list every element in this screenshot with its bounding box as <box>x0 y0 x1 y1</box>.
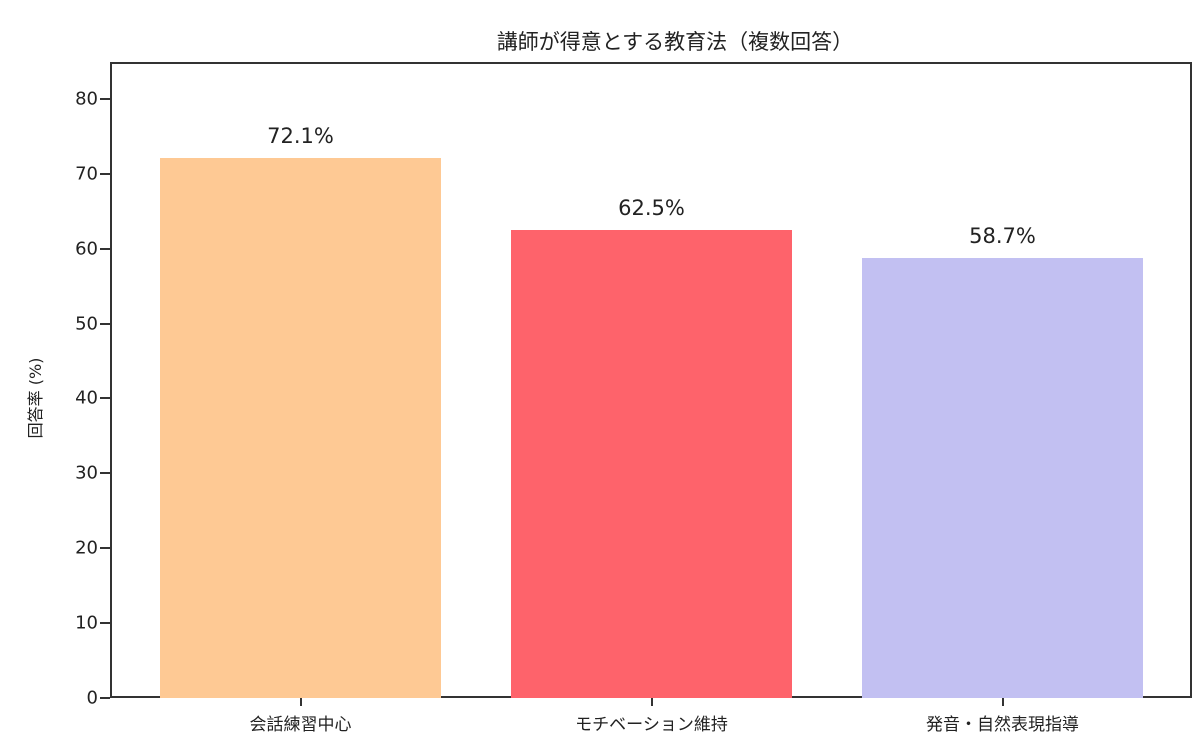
bar <box>862 258 1143 698</box>
bar-value-label: 62.5% <box>618 195 685 220</box>
x-tick <box>1001 698 1004 706</box>
bar <box>511 229 792 698</box>
y-tick <box>100 322 110 325</box>
x-tick <box>650 698 653 706</box>
x-tick-label: モチベーション維持 <box>575 715 728 735</box>
y-tick-label: 0 <box>86 687 98 709</box>
x-tick-label: 会話練習中心 <box>249 715 352 735</box>
y-tick <box>100 697 110 699</box>
y-tick <box>100 472 110 475</box>
y-tick <box>100 547 110 550</box>
y-tick <box>100 622 110 625</box>
bar-value-label: 58.7% <box>969 224 1036 249</box>
y-tick-label: 60 <box>75 238 98 260</box>
y-tick-label: 40 <box>75 387 98 409</box>
y-tick <box>100 247 110 250</box>
bar-value-label: 72.1% <box>267 123 334 148</box>
y-tick <box>100 172 110 175</box>
y-tick-label: 10 <box>75 612 98 634</box>
y-tick-label: 80 <box>75 88 98 110</box>
y-tick <box>100 397 110 400</box>
y-tick-label: 30 <box>75 462 98 484</box>
y-tick-label: 70 <box>75 163 98 185</box>
y-tick-label: 20 <box>75 537 98 559</box>
chart-title: 講師が得意とする教育法（複数回答） <box>496 30 854 54</box>
x-tick <box>299 698 302 706</box>
y-tick <box>100 97 110 100</box>
x-tick-label: 発音・自然表現指導 <box>926 715 1079 735</box>
bar <box>160 157 441 698</box>
y-tick-label: 50 <box>75 313 98 334</box>
